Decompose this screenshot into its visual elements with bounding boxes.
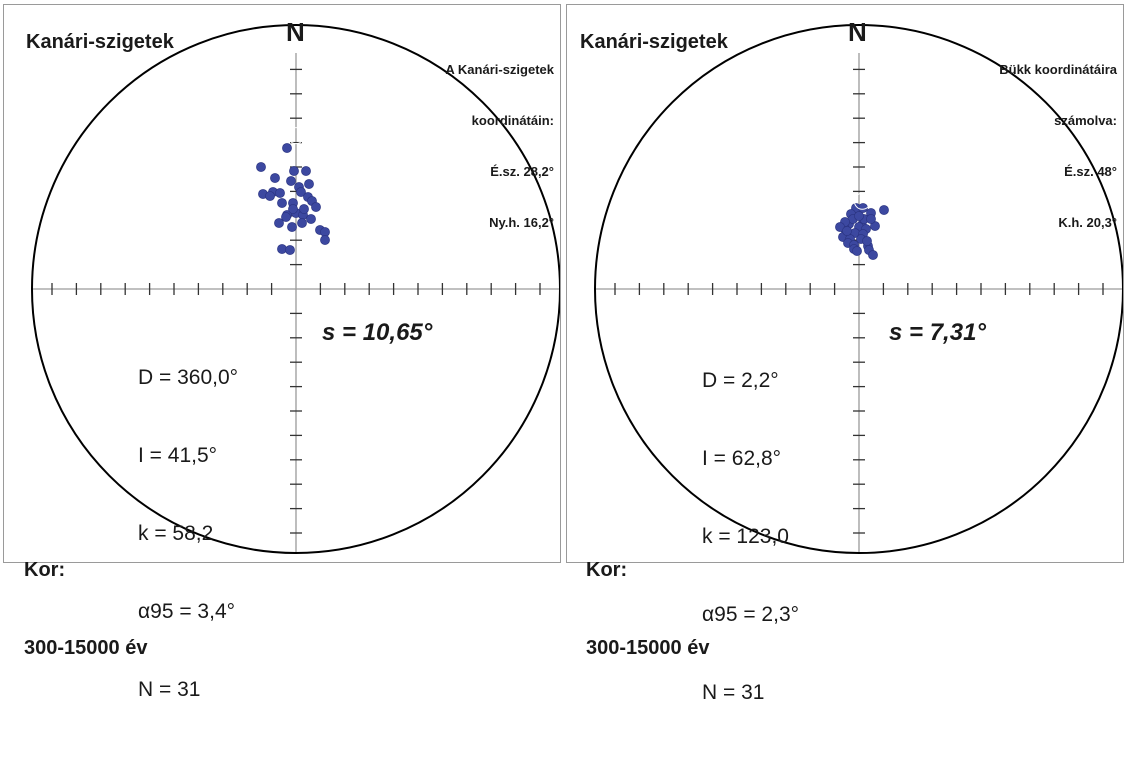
data-point <box>311 202 321 212</box>
data-point <box>304 179 314 189</box>
stereonet-circle <box>594 24 1123 554</box>
data-point <box>285 245 295 255</box>
data-point <box>274 218 284 228</box>
data-point <box>275 188 285 198</box>
age-value: 300-15000 év <box>24 637 148 659</box>
data-point <box>299 204 309 214</box>
stereonet-plot-left <box>31 24 560 554</box>
mean-direction-marker <box>287 127 305 145</box>
stat-inclination: I = 41,5° <box>138 444 218 467</box>
data-point <box>286 176 296 186</box>
data-point <box>282 143 292 153</box>
data-point <box>854 211 864 221</box>
stat-alpha95: α95 = 3,4° <box>138 600 236 623</box>
s-value: s = 10,65° <box>322 319 433 346</box>
data-point <box>297 218 307 228</box>
age-label: Kor: <box>24 559 66 581</box>
panel-title: Kanári-szigetek <box>26 31 174 53</box>
coordinates-line: koordinátáin: <box>471 113 554 128</box>
stats-block: D = 2,2° I = 62,8° k = 123,0 α95 = 2,3° … <box>702 316 799 758</box>
data-point <box>301 166 311 176</box>
data-point <box>868 250 878 260</box>
data-point <box>306 214 316 224</box>
data-point <box>256 162 266 172</box>
data-point <box>289 166 299 176</box>
data-point <box>852 246 862 256</box>
stereonet-circle <box>31 24 560 554</box>
figure: Kanári-szigetek N A Kanári-szigetek koor… <box>3 4 1124 704</box>
coordinates-line: K.h. 20,3° <box>1058 215 1117 230</box>
age-label: Kor: <box>586 559 628 581</box>
coordinates-line: A Kanári-szigetek <box>445 62 554 77</box>
stat-alpha95: α95 = 2,3° <box>702 603 800 626</box>
coordinates-line: Bükk koordinátáira <box>999 62 1117 77</box>
s-value: s = 7,31° <box>889 319 987 346</box>
north-label: N <box>286 17 305 47</box>
age-block: Kor: 300-15000 év <box>586 505 709 713</box>
stat-n: N = 31 <box>138 678 201 701</box>
mean-direction-marker <box>853 192 871 210</box>
stat-kappa: k = 58,2 <box>138 522 214 545</box>
data-point <box>320 235 330 245</box>
stat-n: N = 31 <box>702 681 765 704</box>
coordinates-line: É.sz. 28,2° <box>490 164 554 179</box>
coordinates-note: Bükk koordinátáira számolva: É.sz. 48° K… <box>999 27 1117 265</box>
data-point <box>270 173 280 183</box>
panel-title: Kanári-szigetek <box>580 31 728 53</box>
stereonet-panel-right: Kanári-szigetek N Bükk koordinátáira szá… <box>566 4 1124 704</box>
stereonet-panel-left: Kanári-szigetek N A Kanári-szigetek koor… <box>3 4 561 701</box>
age-block: Kor: 300-15000 év <box>24 505 147 713</box>
data-point <box>287 222 297 232</box>
data-point <box>866 214 876 224</box>
age-value: 300-15000 év <box>586 637 710 659</box>
coordinates-line: Ny.h. 16,2° <box>489 215 554 230</box>
north-label: N <box>848 17 867 47</box>
stereonet-plot-right <box>594 24 1123 554</box>
coordinates-line: É.sz. 48° <box>1064 164 1117 179</box>
data-point <box>281 212 291 222</box>
data-point <box>842 226 852 236</box>
data-point <box>879 205 889 215</box>
stat-inclination: I = 62,8° <box>702 447 782 470</box>
data-point <box>288 204 298 214</box>
stats-block: D = 360,0° I = 41,5° k = 58,2 α95 = 3,4°… <box>138 313 238 755</box>
data-point <box>277 198 287 208</box>
data-point <box>265 191 275 201</box>
data-point <box>296 187 306 197</box>
data-point <box>862 236 872 246</box>
coordinates-line: számolva: <box>1054 113 1117 128</box>
coordinates-note: A Kanári-szigetek koordinátáin: É.sz. 28… <box>445 27 554 265</box>
stat-declination: D = 2,2° <box>702 369 779 392</box>
stat-declination: D = 360,0° <box>138 366 239 389</box>
stat-kappa: k = 123,0 <box>702 525 789 548</box>
